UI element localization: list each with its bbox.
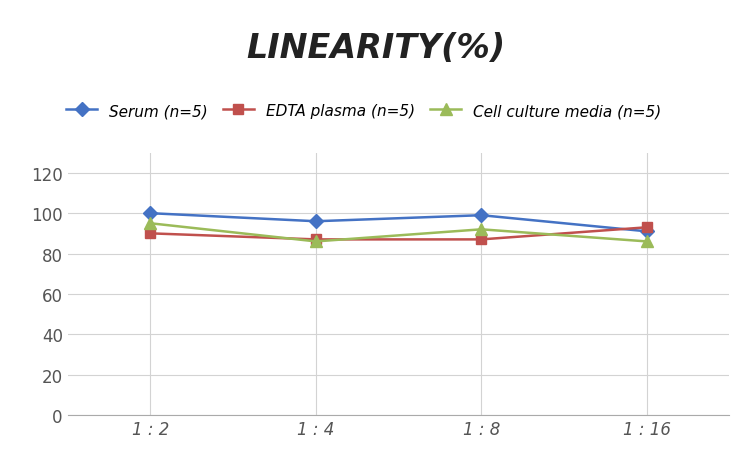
Line: EDTA plasma (n=5): EDTA plasma (n=5) — [146, 223, 651, 245]
Legend: Serum (n=5), EDTA plasma (n=5), Cell culture media (n=5): Serum (n=5), EDTA plasma (n=5), Cell cul… — [60, 98, 668, 125]
Cell culture media (n=5) — [311, 239, 320, 244]
EDTA plasma (n=5) — [642, 225, 651, 230]
Text: LINEARITY(%): LINEARITY(%) — [247, 32, 505, 64]
Serum (n=5) — [311, 219, 320, 225]
Line: Serum (n=5): Serum (n=5) — [146, 209, 651, 237]
Cell culture media (n=5) — [642, 239, 651, 244]
EDTA plasma (n=5) — [146, 231, 155, 236]
Serum (n=5) — [146, 211, 155, 216]
Line: Cell culture media (n=5): Cell culture media (n=5) — [145, 218, 652, 248]
Cell culture media (n=5) — [146, 221, 155, 226]
Serum (n=5) — [642, 229, 651, 235]
Cell culture media (n=5) — [477, 227, 486, 233]
EDTA plasma (n=5) — [311, 237, 320, 243]
EDTA plasma (n=5) — [477, 237, 486, 243]
Serum (n=5) — [477, 213, 486, 218]
